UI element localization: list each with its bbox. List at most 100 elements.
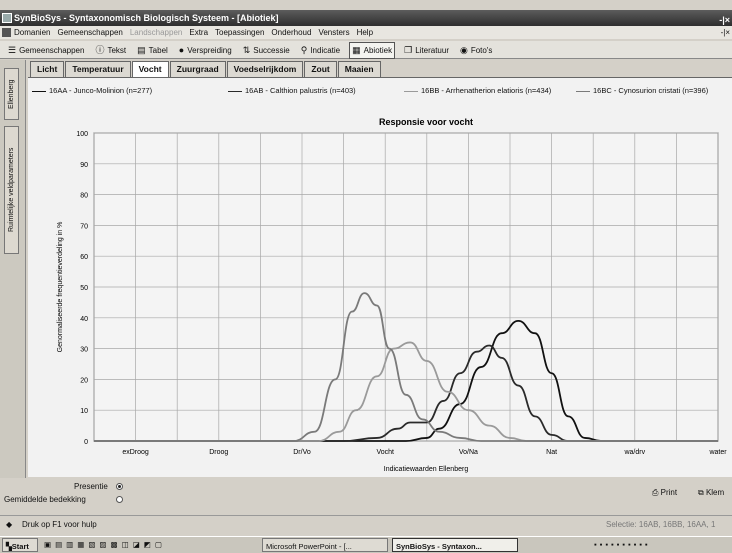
toolbar-successie-button[interactable]: ⇅ Successie (241, 41, 292, 60)
series-line (93, 344, 718, 442)
x-tick-label: Dr/Vo (293, 449, 311, 456)
window-title: SynBioSys - Syntaxonomisch Biologisch Sy… (14, 13, 279, 23)
toolbar-label: Tekst (107, 46, 127, 55)
y-tick-label: 70 (80, 223, 88, 230)
info-icon: ⓘ (95, 45, 105, 55)
legend-swatch (404, 90, 418, 92)
toolbar-label: Verspreiding (187, 46, 232, 55)
legend-swatch (32, 90, 46, 92)
x-tick-label: Droog (209, 449, 228, 456)
app-icon (2, 13, 12, 23)
indicator-icon: ⚲ (300, 45, 308, 55)
taskbar-item-powerpoint[interactable]: Microsoft PowerPoint - [... (262, 538, 388, 552)
menu-item-onderhoud[interactable]: Onderhoud (271, 28, 312, 37)
printer-icon: ⎙ (652, 488, 661, 497)
legend-swatch (228, 90, 242, 92)
legend-swatch (576, 90, 590, 92)
side-tab-ellenberg[interactable]: Ellenberg (4, 68, 19, 120)
toolbar-indicatie-button[interactable]: ⚲ Indicatie (299, 41, 342, 60)
y-tick-label: 20 (80, 377, 88, 384)
quick-launch-icons[interactable]: ▣▤▥▦▧▨▩◫◪◩▢ (44, 540, 166, 549)
presentie-label: Presentie (74, 482, 108, 491)
help-icon: ◆ (6, 520, 13, 529)
tab-zout[interactable]: Zout (304, 61, 337, 77)
x-tick-label: exDroog (122, 449, 149, 456)
sub-tabs: Licht Temperatuur Vocht Zuurgraad Voedselrij… (30, 61, 382, 78)
toolbar-label: Literatuur (415, 46, 449, 55)
side-tab-ruimtelijke[interactable]: Ruimtelijke veldparameters (4, 126, 19, 254)
x-tick-label: water (708, 449, 727, 456)
camera-icon: ◉ (459, 45, 468, 55)
toolbar-tabel-button[interactable]: ▤ Tabel (135, 41, 170, 60)
x-axis-label: Indicatiewaarden Ellenberg (384, 466, 469, 473)
tab-voedselrijkdom[interactable]: Voedselrijkdom (226, 61, 304, 77)
gemiddelde-radio[interactable] (116, 496, 123, 503)
y-tick-label: 80 (80, 193, 88, 200)
status-selection: Selectie: 16AB, 16BB, 16AA, 1 (606, 520, 716, 529)
menu-item-toepassingen[interactable]: Toepassingen (215, 28, 265, 37)
klem-button[interactable]: ⧉ Klem (698, 488, 725, 497)
table-icon: ▤ (137, 45, 146, 55)
toolbar-tekst-button[interactable]: ⓘ Tekst (93, 41, 128, 60)
toolbar-label: Tabel (148, 46, 168, 55)
chart-title: Responsie voor vocht (379, 117, 473, 127)
tab-licht[interactable]: Licht (30, 61, 65, 77)
y-tick-label: 100 (76, 131, 88, 138)
x-tick-label: Nat (546, 449, 557, 456)
toolbar-literatuur-button[interactable]: ❐ Literatuur (402, 41, 451, 60)
tab-temperatuur[interactable]: Temperatuur (65, 61, 131, 77)
menu-item-help[interactable]: Help (356, 28, 374, 37)
tab-maaien[interactable]: Maaien (337, 61, 381, 77)
chart-panel: 16AA - Junco-Molinion (n=277) 16AB - Cal… (28, 77, 732, 477)
y-tick-label: 50 (80, 285, 88, 292)
print-button[interactable]: ⎙ Print (652, 488, 678, 497)
tab-zuurgraad[interactable]: Zuurgraad (169, 61, 226, 77)
tab-vocht[interactable]: Vocht (131, 61, 169, 78)
document-controls[interactable]: -|× (720, 28, 730, 37)
series-line (93, 319, 718, 442)
y-tick-label: 0 (84, 439, 88, 446)
toolbar: ☰ Gemeenschappen ⓘ Tekst ▤ Tabel ● Verspreiding… (0, 41, 732, 59)
legend-item: 16BB - Arrhenatherion elatioris (n=434) (404, 86, 551, 95)
toolbar-gemeenschappen-button[interactable]: ☰ Gemeenschappen (6, 41, 86, 60)
document-icon (2, 28, 11, 37)
series-line (93, 292, 718, 442)
y-tick-label: 60 (80, 254, 88, 261)
abiotic-icon: ▦ (352, 45, 361, 55)
status-bar: ◆ Druk op F1 voor hulp Selectie: 16AB, 1… (0, 515, 732, 533)
side-tabs: Ellenberg Ruimtelijke veldparameters (0, 60, 26, 480)
taskbar: ▚Start ▣▤▥▦▧▨▩◫◪◩▢ Microsoft PowerPoint … (0, 536, 732, 553)
legend-item: 16BC - Cynosurion cristati (n=396) (576, 86, 708, 95)
toolbar-fotos-button[interactable]: ◉ Foto's (458, 41, 494, 60)
menu-item-gemeenschappen[interactable]: Gemeenschappen (57, 28, 123, 37)
toolbar-verspreiding-button[interactable]: ● Verspreiding (177, 41, 234, 60)
presentie-radio[interactable] (116, 483, 123, 490)
toolbar-label: Successie (253, 46, 290, 55)
menu-item-domanien[interactable]: Domanien (14, 28, 51, 37)
legend-item: 16AB - Calthion palustris (n=403) (228, 86, 356, 95)
options-bar: Presentie Gemiddelde bedekking ⎙ Print ⧉… (0, 478, 732, 512)
menu-item-vensters[interactable]: Vensters (318, 28, 350, 37)
x-tick-label: Vocht (376, 449, 394, 456)
window-controls[interactable]: -|× (719, 15, 730, 25)
taskbar-item-synbiosys[interactable]: SynBioSys - Syntaxon... (392, 538, 518, 552)
x-tick-label: Vo/Na (459, 449, 478, 456)
toolbar-label: Gemeenschappen (19, 46, 85, 55)
windows-icon: ▚ (6, 542, 12, 551)
toolbar-label: Indicatie (310, 46, 341, 55)
y-axis-label: Genormaliseerde frequentieverdeling in % (57, 222, 64, 353)
system-tray-icons: ▪▪▪▪▪▪▪▪▪▪ (594, 540, 651, 549)
toolbar-label: Abiotiek (363, 46, 393, 55)
globe-icon: ● (178, 45, 185, 55)
status-help: Druk op F1 voor hulp (22, 520, 97, 529)
series-line (93, 341, 718, 442)
toolbar-abiotiek-button[interactable]: ▦ Abiotiek (349, 42, 396, 59)
tree-icon: ☰ (8, 45, 17, 55)
menu-item-landschappen[interactable]: Landschappen (129, 28, 183, 37)
clip-icon: ⧉ (698, 488, 706, 497)
start-button[interactable]: ▚Start (2, 538, 38, 552)
menu-item-extra[interactable]: Extra (189, 28, 209, 37)
y-tick-label: 90 (80, 162, 88, 169)
chart-legend: 16AA - Junco-Molinion (n=277) 16AB - Cal… (28, 86, 732, 98)
